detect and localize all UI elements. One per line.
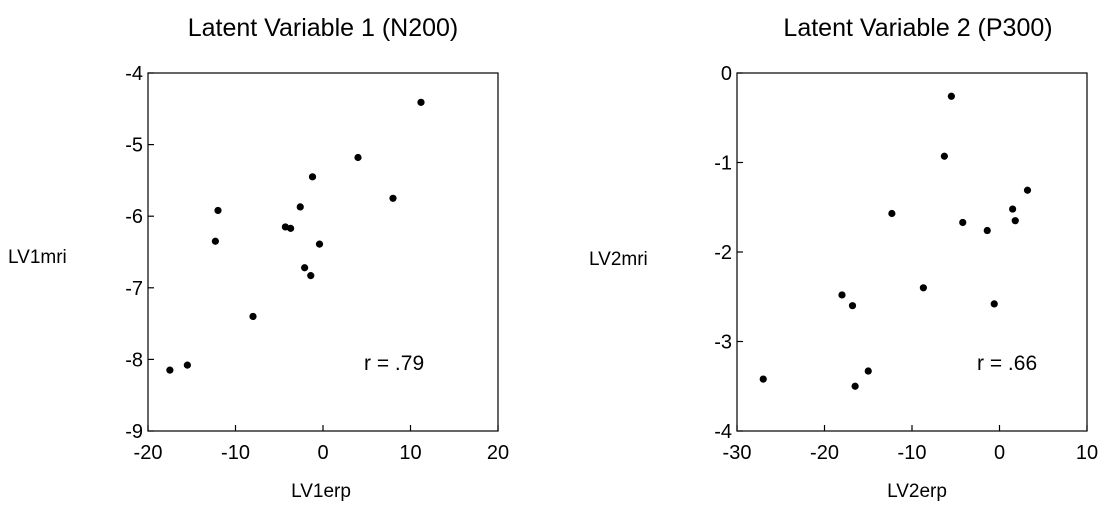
chart-1-x-tick-label: 10 (399, 442, 421, 464)
chart-1-plot-frame (147, 72, 499, 432)
chart-1-data-point (214, 206, 222, 215)
chart-1-y-tick-label: -8 (125, 349, 143, 371)
chart-1-points (166, 98, 425, 374)
chart-2-x-tick-label: 10 (1076, 442, 1098, 464)
chart-2-data-point (940, 152, 948, 160)
chart-2-data-point (983, 226, 991, 235)
chart-2-y-tick-label: -1 (714, 153, 732, 175)
chart-2-data-point (919, 284, 927, 292)
chart-panel-2: Latent Variable 2 (P300) LV2mri LV2erp r… (589, 14, 1098, 502)
chart-1-x-tick-label: -20 (134, 442, 163, 464)
chart-2-y-axis-label: LV2mri (589, 249, 648, 270)
chart-2-data-point (848, 302, 857, 310)
chart-1-data-point (301, 264, 309, 272)
chart-1-data-point (307, 272, 315, 280)
chart-2-data-point (947, 92, 955, 100)
chart-2-data-point (1023, 186, 1032, 194)
chart-1-data-point (417, 98, 425, 106)
chart-1-data-point (308, 173, 317, 181)
chart-1-data-point (296, 203, 304, 211)
chart-1-data-point (166, 366, 174, 374)
chart-1-x-tick-label: 0 (317, 442, 328, 464)
chart-2-points (759, 92, 1032, 390)
chart-2-data-point (959, 218, 967, 227)
chart-2-data-point (851, 382, 859, 390)
chart-2-data-point (759, 375, 767, 383)
chart-1-x-tick-label: -10 (221, 442, 250, 464)
chart-2-data-point (1011, 217, 1019, 225)
chart-1-data-point (183, 361, 191, 369)
chart-2-data-point (864, 367, 872, 375)
chart-1-x-axis-label: LV1erp (291, 481, 351, 502)
chart-2-x-tick-label: -10 (898, 442, 927, 464)
chart-2-correlation-label: r = .66 (977, 352, 1037, 375)
chart-2-y-tick-label: -2 (714, 242, 732, 264)
chart-2-title: Latent Variable 2 (P300) (783, 14, 1052, 42)
chart-2-x-ticks: -30 -20 -10 0 10 (723, 425, 1098, 464)
chart-1-correlation-label: r = .79 (364, 352, 424, 375)
chart-1-y-tick-label: -4 (125, 63, 143, 85)
chart-1-y-ticks: -9 -8 -7 -6 -5 -4 (125, 63, 154, 443)
chart-2-y-tick-label: -3 (714, 332, 732, 354)
chart-2-y-tick-label: -4 (714, 421, 732, 443)
chart-2-data-point (838, 291, 846, 299)
chart-1-data-point (211, 237, 219, 245)
chart-1-x-tick-label: 20 (487, 442, 509, 464)
chart-1-y-tick-label: -9 (125, 421, 143, 443)
chart-2-data-point (990, 300, 998, 308)
chart-1-data-point (389, 194, 397, 202)
chart-2-x-tick-label: -20 (810, 442, 839, 464)
chart-2-y-tick-label: 0 (721, 63, 732, 85)
chart-2-x-axis-label: LV2erp (887, 481, 947, 502)
chart-2-plot-frame (736, 72, 1088, 432)
chart-2-y-ticks: -4 -3 -2 -1 0 (714, 63, 743, 443)
chart-1-y-tick-label: -7 (125, 278, 143, 300)
chart-panel-1: Latent Variable 1 (N200) LV1mri LV1erp r… (8, 14, 509, 502)
chart-1-y-axis-label: LV1mri (8, 247, 67, 268)
chart-2-x-tick-label: 0 (994, 442, 1005, 464)
chart-2-data-point (888, 209, 896, 218)
chart-2-x-tick-label: -30 (723, 442, 752, 464)
chart-1-y-tick-label: -5 (125, 135, 143, 157)
chart-1-x-ticks: -20 -10 0 10 20 (134, 425, 509, 464)
chart-1-data-point (249, 312, 257, 321)
chart-1-data-point (315, 240, 324, 248)
chart-2-data-point (1009, 205, 1017, 213)
chart-1-y-tick-label: -6 (125, 206, 143, 228)
chart-1-data-point (287, 224, 295, 232)
chart-1-title: Latent Variable 1 (N200) (188, 14, 459, 42)
chart-1-data-point (354, 153, 362, 162)
